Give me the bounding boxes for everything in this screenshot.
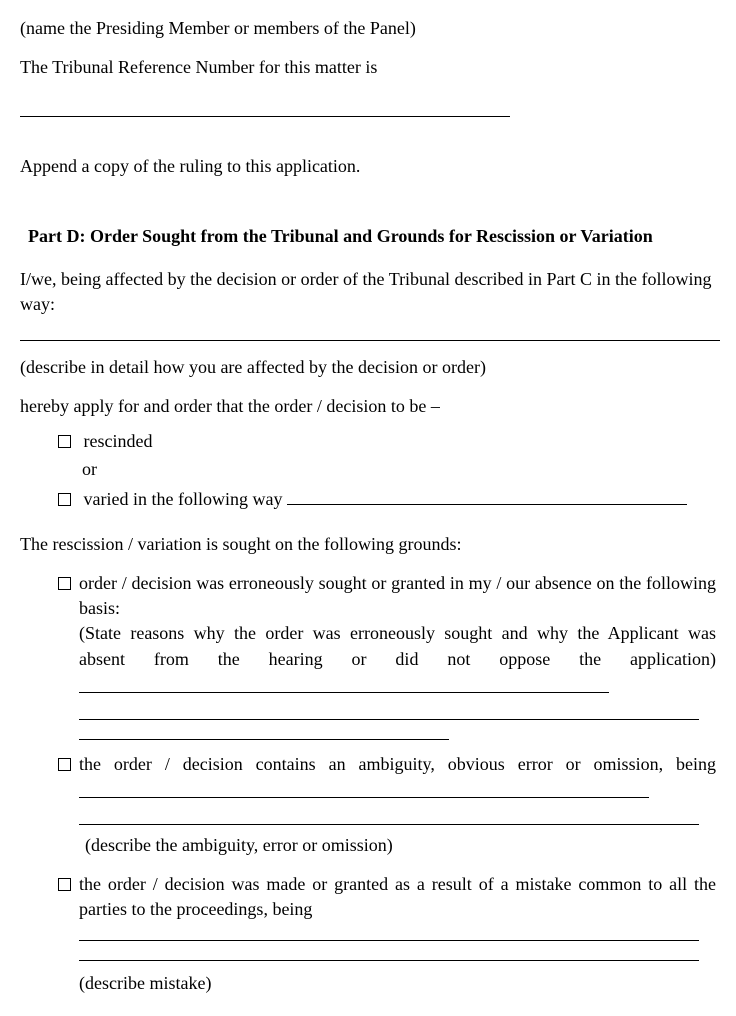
ground2-describe: (describe the ambiguity, error or omissi… bbox=[85, 833, 716, 858]
option-rescinded-label: rescinded bbox=[84, 431, 153, 451]
ground1-input-line-3[interactable] bbox=[79, 738, 449, 740]
affected-input-line[interactable] bbox=[20, 339, 720, 341]
hereby-apply: hereby apply for and order that the orde… bbox=[20, 394, 716, 419]
varied-input-line[interactable] bbox=[287, 484, 687, 505]
ground2-text: the order / decision contains an ambigui… bbox=[79, 754, 716, 774]
ground3-text: the order / decision was made or granted… bbox=[79, 872, 716, 922]
presiding-note: (name the Presiding Member or members of… bbox=[20, 16, 716, 41]
partd-lead: I/we, being affected by the decision or … bbox=[20, 267, 716, 317]
ground1-state-b: absent from the hearing or did not oppos… bbox=[79, 649, 716, 669]
checkbox-ground-mistake[interactable] bbox=[58, 878, 71, 891]
ground1-input-line-2[interactable] bbox=[79, 718, 699, 720]
ground3-describe: (describe mistake) bbox=[79, 971, 716, 996]
or-label-1: or bbox=[82, 457, 716, 482]
part-d-heading: Part D: Order Sought from the Tribunal a… bbox=[28, 224, 716, 249]
ground3-input-line-2[interactable] bbox=[79, 959, 699, 961]
checkbox-varied[interactable] bbox=[58, 493, 71, 506]
ground3-input-line-1[interactable] bbox=[79, 939, 699, 941]
tribunal-ref-input-line[interactable] bbox=[20, 96, 510, 117]
append-note: Append a copy of the ruling to this appl… bbox=[20, 154, 716, 179]
grounds-intro: The rescission / variation is sought on … bbox=[20, 532, 716, 557]
checkbox-rescinded[interactable] bbox=[58, 435, 71, 448]
checkbox-ground-absence[interactable] bbox=[58, 577, 71, 590]
tribunal-ref-label: The Tribunal Reference Number for this m… bbox=[20, 57, 377, 77]
checkbox-ground-ambiguity[interactable] bbox=[58, 758, 71, 771]
ground1-state-a: (State reasons why the order was erroneo… bbox=[79, 621, 716, 646]
ground2-input-line-2[interactable] bbox=[79, 823, 699, 825]
describe-how-note: (describe in detail how you are affected… bbox=[20, 355, 716, 380]
ground1-text: order / decision was erroneously sought … bbox=[79, 571, 716, 621]
ground2-input-tail[interactable] bbox=[79, 777, 649, 798]
ground1-input-tail[interactable] bbox=[79, 672, 609, 693]
option-varied-label: varied in the following way bbox=[84, 489, 283, 509]
